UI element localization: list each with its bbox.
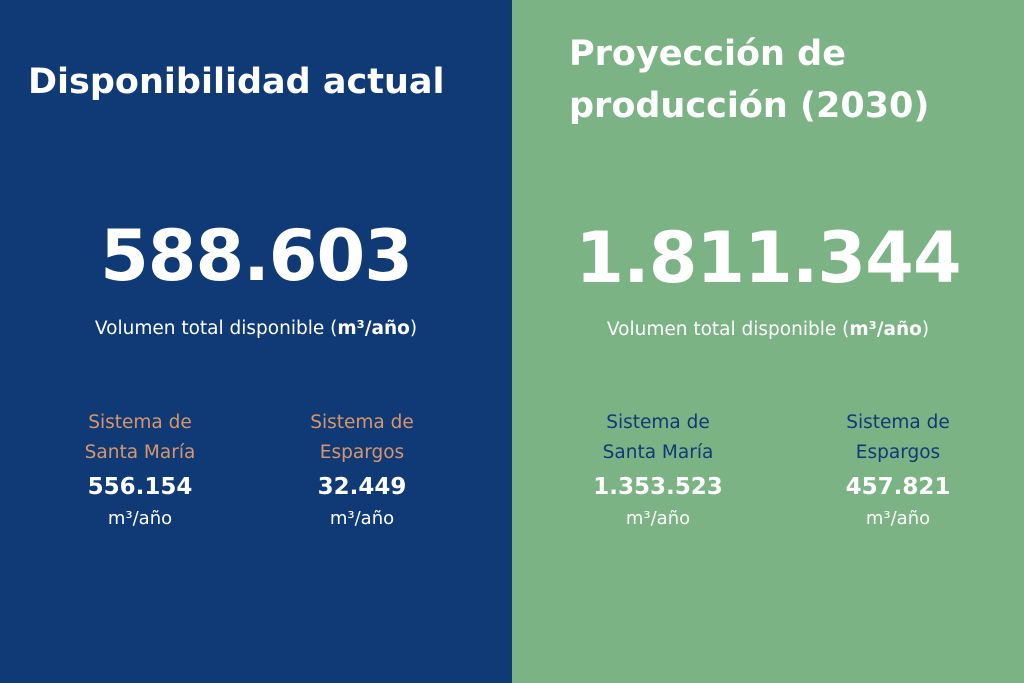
current-system-espargos: Sistema de Espargos 32.449 m³/año	[262, 408, 462, 534]
current-total-label: Volumen total disponible (m³/año)	[0, 316, 512, 342]
current-system-santa-maria: Sistema de Santa María 556.154 m³/año	[40, 408, 240, 534]
system-name-line1: Sistema de	[606, 412, 710, 433]
projected-system-espargos: Sistema de Espargos 457.821 m³/año	[798, 408, 998, 534]
total-label-close: )	[409, 318, 418, 339]
system-name: Sistema de Espargos	[798, 408, 998, 468]
system-name-line1: Sistema de	[846, 412, 950, 433]
projected-total-label: Volumen total disponible (m³/año)	[512, 317, 1024, 343]
current-availability-panel: Disponibilidad actual 588.603 Volumen to…	[0, 0, 512, 683]
system-volume: 32.449	[317, 474, 407, 500]
system-volume: 1.353.523	[593, 474, 723, 500]
system-unit: m³/año	[329, 508, 395, 529]
system-name-line1: Sistema de	[310, 412, 414, 433]
system-name-line2: Espargos	[855, 442, 941, 463]
total-label-unit: m³/año	[337, 318, 410, 339]
system-name-line1: Sistema de	[88, 412, 192, 433]
title-line2: producción (2030)	[569, 86, 930, 126]
production-projection-panel: Proyección de producción (2030) 1.811.34…	[512, 0, 1024, 683]
projected-system-santa-maria: Sistema de Santa María 1.353.523 m³/año	[558, 408, 758, 534]
system-name: Sistema de Espargos	[262, 408, 462, 468]
system-name-line2: Santa María	[84, 442, 196, 463]
system-volume: 457.821	[845, 474, 951, 500]
total-label-text: Volumen total disponible (	[606, 319, 850, 340]
system-name: Sistema de Santa María	[40, 408, 240, 468]
system-name: Sistema de Santa María	[558, 408, 758, 468]
total-label-close: )	[921, 319, 930, 340]
current-total-volume: 588.603	[100, 215, 413, 297]
system-unit: m³/año	[865, 508, 931, 529]
system-unit: m³/año	[625, 508, 691, 529]
total-label-unit: m³/año	[849, 319, 922, 340]
system-volume: 556.154	[87, 474, 193, 500]
total-label-text: Volumen total disponible (	[94, 318, 338, 339]
system-name-line2: Santa María	[602, 442, 714, 463]
system-name-line2: Espargos	[319, 442, 405, 463]
system-unit: m³/año	[107, 508, 173, 529]
title-line1: Proyección de	[569, 34, 846, 74]
production-projection-title: Proyección de producción (2030)	[569, 28, 929, 132]
current-availability-title: Disponibilidad actual	[28, 62, 445, 102]
projected-total-volume: 1.811.344	[575, 217, 961, 299]
